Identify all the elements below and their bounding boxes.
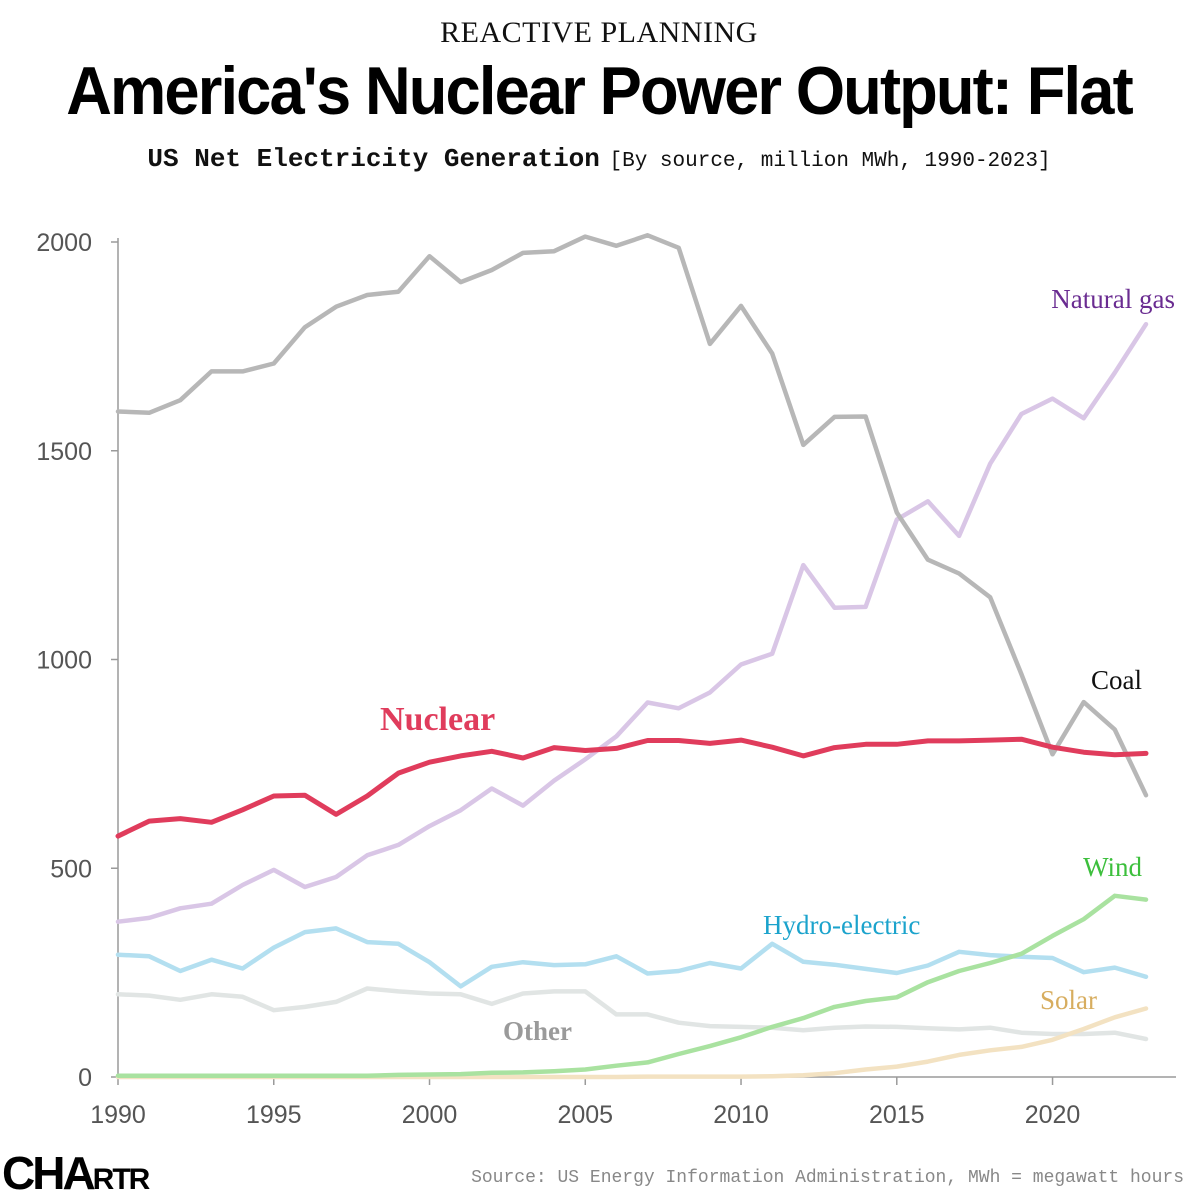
logo-small: RTR: [92, 1163, 151, 1196]
y-tick-label: 2000: [36, 229, 92, 257]
y-tick-label: 1000: [36, 647, 92, 675]
page-title: America's Nuclear Power Output: Flat: [66, 53, 1133, 129]
series-line-hydro-electric: [115, 926, 1149, 989]
y-tick-label: 0: [78, 1064, 92, 1092]
series-label-solar: Solar: [1040, 985, 1097, 1015]
subtitle: US Net Electricity Generation [By source…: [0, 144, 1198, 174]
series-line-natural-gas: [115, 321, 1149, 924]
x-tick-label: 2015: [869, 1101, 925, 1129]
series-label-other: Other: [503, 1016, 572, 1046]
kicker: REACTIVE PLANNING: [440, 16, 758, 49]
x-tick-label: 2005: [557, 1101, 613, 1129]
x-tick-label: 1995: [246, 1101, 302, 1129]
series-label-nuclear: Nuclear: [380, 701, 495, 738]
x-tick-label: 2000: [402, 1101, 458, 1129]
x-tick-label: 2020: [1025, 1101, 1081, 1129]
subtitle-main: US Net Electricity Generation: [147, 144, 600, 174]
series-label-natural-gas: Natural gas: [1051, 284, 1175, 314]
chartr-logo: CHARTR: [2, 1146, 151, 1200]
series-line-coal: [115, 233, 1149, 798]
y-tick-label: 1500: [36, 438, 92, 466]
series-line-solar: [115, 1006, 1149, 1080]
source-note: Source: US Energy Information Administra…: [471, 1168, 1184, 1188]
series-line-wind: [115, 893, 1149, 1078]
subtitle-note: [By source, million MWh, 1990-2023]: [609, 150, 1051, 173]
y-tick-label: 500: [50, 855, 92, 883]
series-label-hydro-electric: Hydro-electric: [763, 910, 920, 940]
series-label-wind: Wind: [1083, 852, 1142, 882]
x-tick-label: 2010: [713, 1101, 769, 1129]
series-line-other: [115, 986, 1149, 1042]
logo-big: CHA: [2, 1147, 96, 1199]
x-tick-label: 1990: [90, 1101, 146, 1129]
series-line-nuclear: [115, 736, 1149, 839]
series-label-coal: Coal: [1091, 665, 1142, 695]
